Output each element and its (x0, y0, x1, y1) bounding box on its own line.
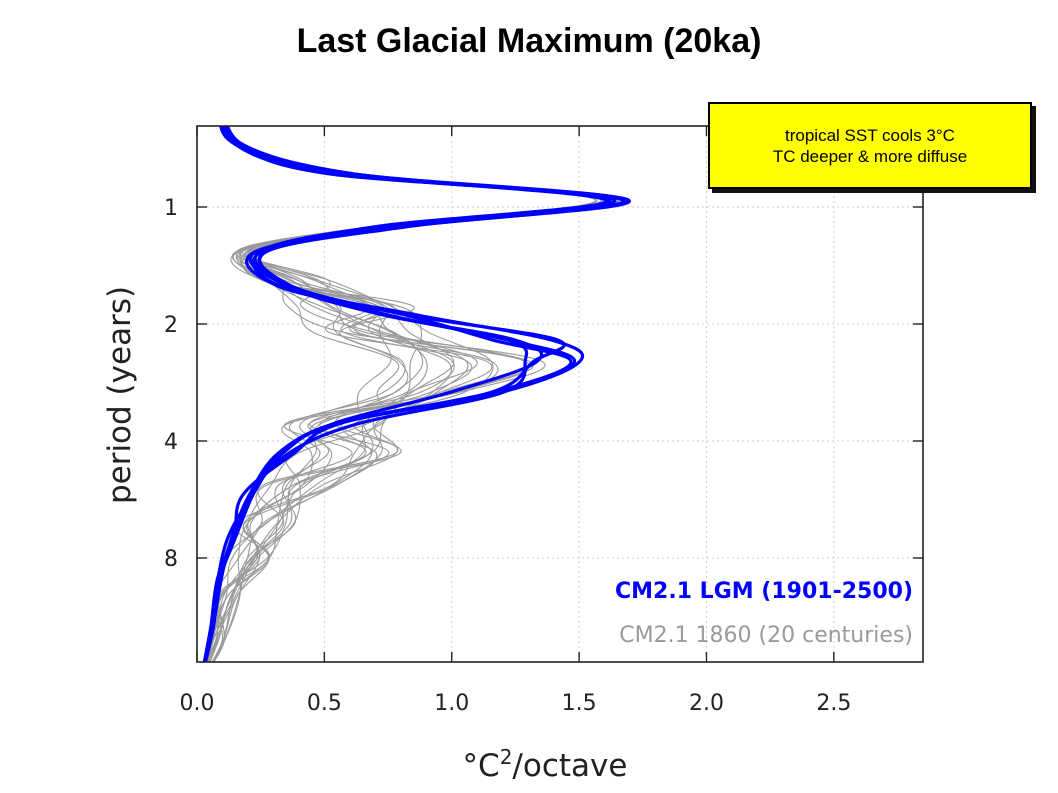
annotation-callout: tropical SST cools 3°C TC deeper & more … (708, 102, 1032, 189)
y-tick-label: 8 (164, 547, 178, 572)
x-axis-label: °C2/octave (463, 745, 628, 784)
y-tick-label: 4 (164, 430, 178, 455)
lgm-series-lines (202, 126, 631, 662)
x-tick-label: 2.5 (816, 691, 851, 716)
legend-control: CM2.1 1860 (20 centuries) (619, 623, 913, 648)
lgm-series-line (203, 126, 612, 662)
legend-lgm: CM2.1 LGM (1901-2500) (615, 579, 913, 604)
annotation-line-2: TC deeper & more diffuse (772, 146, 968, 166)
y-tick-label: 1 (164, 196, 178, 221)
x-tick-label: 0.0 (180, 691, 215, 716)
annotation-line-1: tropical SST cools 3°C (785, 125, 955, 145)
x-axis-label-unit: °C (463, 748, 500, 784)
chart-title: Last Glacial Maximum (20ka) (296, 22, 762, 60)
x-axis-label-suffix: /octave (512, 748, 627, 784)
plot-area (197, 126, 923, 662)
x-axis-label-sup: 2 (500, 745, 513, 769)
y-axis-label: period (years) (102, 286, 138, 504)
x-tick-label: 1.0 (434, 691, 469, 716)
axis-ticks: 0.0 0.5 1.0 1.5 2.0 2.5 1 2 4 8 (164, 126, 923, 716)
x-tick-label: 0.5 (307, 691, 342, 716)
plot-frame (196, 125, 924, 663)
y-tick-label: 2 (164, 313, 178, 338)
x-tick-label: 1.5 (562, 691, 597, 716)
x-tick-label: 2.0 (689, 691, 724, 716)
